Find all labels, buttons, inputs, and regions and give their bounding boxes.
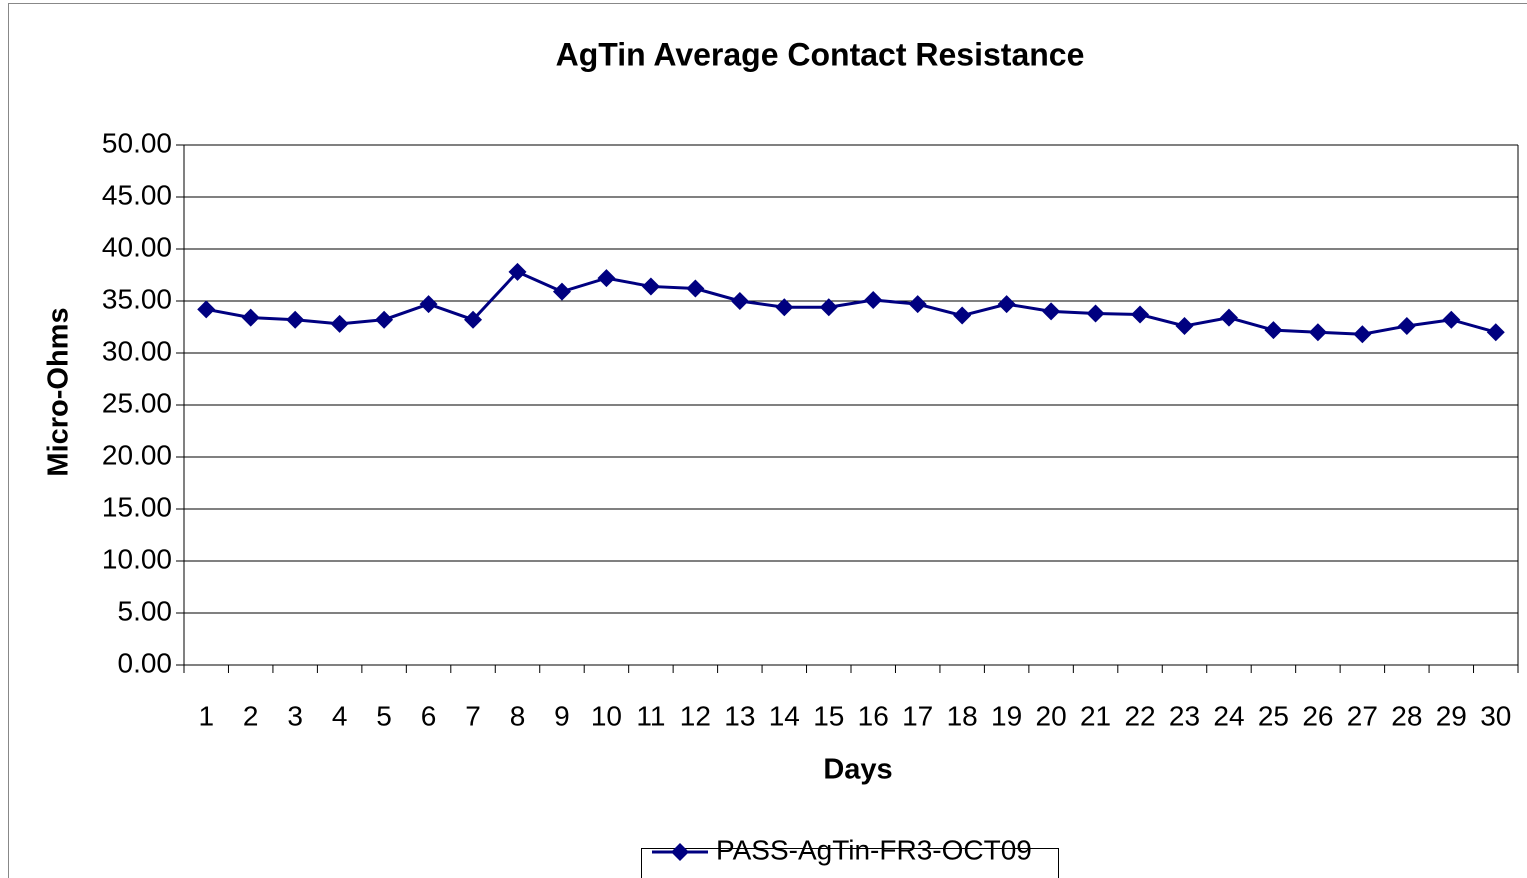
y-tick-label: 25.00 (102, 387, 172, 418)
x-tick-label: 23 (1169, 700, 1200, 731)
x-axis-label: Days (823, 754, 892, 786)
legend-label: PASS-AgTin-FR3-OCT09 (716, 834, 1032, 865)
x-tick-label: 13 (724, 700, 755, 731)
data-point (419, 295, 438, 314)
x-tick-label: 11 (636, 700, 665, 731)
data-point (464, 310, 483, 329)
x-tick-label: 26 (1302, 700, 1333, 731)
x-tick-label: 12 (680, 700, 711, 731)
data-point (1442, 310, 1461, 329)
x-tick-label: 16 (858, 700, 889, 731)
x-tick-label: 28 (1391, 700, 1422, 731)
x-tick-label: 25 (1258, 700, 1289, 731)
data-point (330, 314, 349, 333)
data-point (1131, 305, 1150, 324)
y-tick-label: 20.00 (102, 439, 172, 470)
y-tick-label: 40.00 (102, 231, 172, 262)
x-tick-label: 8 (510, 700, 526, 731)
x-tick-label: 27 (1347, 700, 1378, 731)
x-tick-label: 7 (465, 700, 481, 731)
x-tick-label: 6 (421, 700, 437, 731)
x-tick-label: 30 (1480, 700, 1511, 731)
x-tick-label: 15 (813, 700, 844, 731)
data-point (1353, 325, 1372, 344)
x-tick-label: 21 (1080, 700, 1111, 731)
data-point (730, 292, 749, 310)
data-point (864, 290, 883, 309)
data-point (997, 295, 1016, 314)
x-tick-label: 19 (991, 700, 1022, 731)
data-point (197, 300, 216, 319)
data-point (1042, 302, 1061, 321)
y-tick-label: 50.00 (102, 127, 172, 158)
x-tick-label: 10 (591, 700, 622, 731)
legend-box (641, 848, 1059, 878)
x-tick-label: 9 (554, 700, 570, 731)
data-point (1086, 304, 1105, 323)
y-tick-label: 35.00 (102, 283, 172, 314)
x-tick-label: 22 (1124, 700, 1155, 731)
data-point (508, 262, 527, 281)
data-point (552, 282, 571, 301)
y-tick-label: 5.00 (118, 595, 173, 626)
x-tick-label: 2 (243, 700, 259, 731)
legend-marker (671, 843, 689, 861)
x-tick-label: 3 (287, 700, 303, 731)
data-point (286, 310, 305, 329)
x-tick-label: 18 (947, 700, 978, 731)
x-tick-label: 1 (198, 700, 214, 731)
data-point (1486, 323, 1505, 342)
data-point (686, 279, 705, 298)
chart-title: AgTin Average Contact Resistance (556, 36, 1085, 72)
y-tick-label: 45.00 (102, 179, 172, 210)
data-point (241, 308, 260, 327)
data-point (775, 298, 794, 317)
chart-frame (8, 3, 1527, 878)
y-tick-label: 30.00 (102, 335, 172, 366)
y-axis-label: Micro-Ohms (43, 307, 75, 476)
data-point (1219, 308, 1238, 327)
data-point (819, 298, 838, 317)
x-tick-label: 5 (376, 700, 392, 731)
data-point (1397, 316, 1416, 335)
data-point (908, 295, 927, 314)
y-tick-label: 15.00 (102, 491, 172, 522)
x-tick-label: 20 (1036, 700, 1067, 731)
data-point (1264, 321, 1283, 340)
x-tick-label: 29 (1436, 700, 1467, 731)
data-point (953, 306, 972, 325)
y-tick-label: 0.00 (118, 647, 173, 678)
x-tick-label: 17 (902, 700, 933, 731)
x-tick-label: 24 (1213, 700, 1244, 731)
data-point (597, 269, 616, 288)
x-tick-label: 4 (332, 700, 348, 731)
y-tick-label: 10.00 (102, 543, 172, 574)
data-point (641, 277, 660, 296)
x-tick-label: 14 (769, 700, 800, 731)
data-point (375, 310, 394, 329)
data-point (1175, 316, 1194, 335)
data-point (1308, 323, 1327, 342)
